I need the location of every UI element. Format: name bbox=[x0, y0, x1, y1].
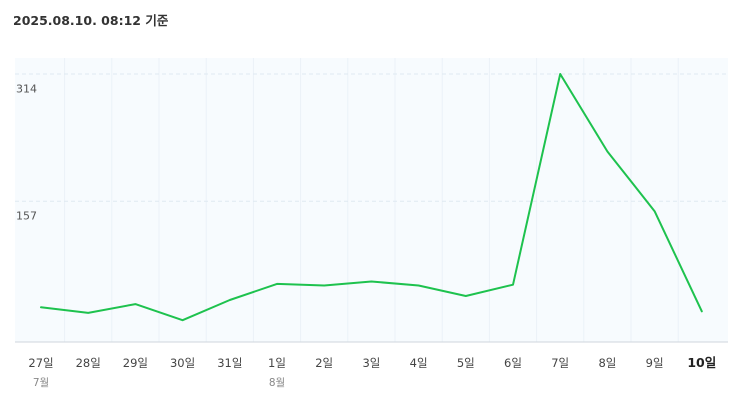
y-axis-ticks: 314 157 bbox=[16, 83, 37, 223]
x-tick-label: 27일 bbox=[28, 356, 53, 370]
data-point[interactable] bbox=[318, 279, 330, 291]
y-tick-label: 157 bbox=[16, 209, 37, 222]
x-tick-label: 29일 bbox=[123, 356, 148, 370]
month-label: 7월 bbox=[33, 377, 49, 389]
data-point[interactable] bbox=[649, 205, 661, 217]
x-tick-label: 6일 bbox=[504, 356, 522, 370]
data-point[interactable] bbox=[35, 301, 47, 313]
data-point[interactable] bbox=[460, 290, 472, 302]
x-tick-label: 1일 bbox=[268, 356, 286, 370]
x-tick-label: 30일 bbox=[170, 356, 195, 370]
x-tick-label: 3일 bbox=[362, 356, 380, 370]
timestamp-label: 2025.08.10. 08:12 기준 bbox=[13, 13, 169, 28]
data-point[interactable] bbox=[554, 68, 566, 80]
data-point[interactable] bbox=[365, 275, 377, 287]
x-tick-label: 31일 bbox=[217, 356, 242, 370]
x-tick-label: 8일 bbox=[598, 356, 616, 370]
x-tick-label: 5일 bbox=[457, 356, 475, 370]
plot-background bbox=[15, 58, 728, 342]
x-tick-label: 9일 bbox=[646, 356, 664, 370]
data-point[interactable] bbox=[413, 279, 425, 291]
x-tick-label: 7일 bbox=[551, 356, 569, 370]
data-point[interactable] bbox=[696, 305, 708, 317]
y-tick-label: 314 bbox=[16, 83, 37, 96]
data-point[interactable] bbox=[177, 314, 189, 326]
series-line bbox=[40, 73, 703, 322]
data-point[interactable] bbox=[601, 145, 613, 157]
x-axis-ticks: 27일 28일 29일 30일 31일 1일 2일 3일 4일 5일 6일 7일 8일 9일 10일 7월 8월 bbox=[28, 355, 716, 389]
x-tick-label: 2일 bbox=[315, 356, 333, 370]
x-tick-label: 28일 bbox=[76, 356, 101, 370]
x-tick-label: 10일 bbox=[687, 355, 716, 370]
data-point[interactable] bbox=[129, 298, 141, 310]
data-point[interactable] bbox=[82, 307, 94, 319]
data-point[interactable] bbox=[507, 279, 519, 291]
series-layer bbox=[35, 68, 708, 326]
data-point[interactable] bbox=[271, 278, 283, 290]
data-point[interactable] bbox=[224, 294, 236, 306]
grid-layer bbox=[15, 58, 728, 343]
month-label: 8월 bbox=[269, 377, 285, 389]
x-tick-label: 4일 bbox=[410, 356, 428, 370]
